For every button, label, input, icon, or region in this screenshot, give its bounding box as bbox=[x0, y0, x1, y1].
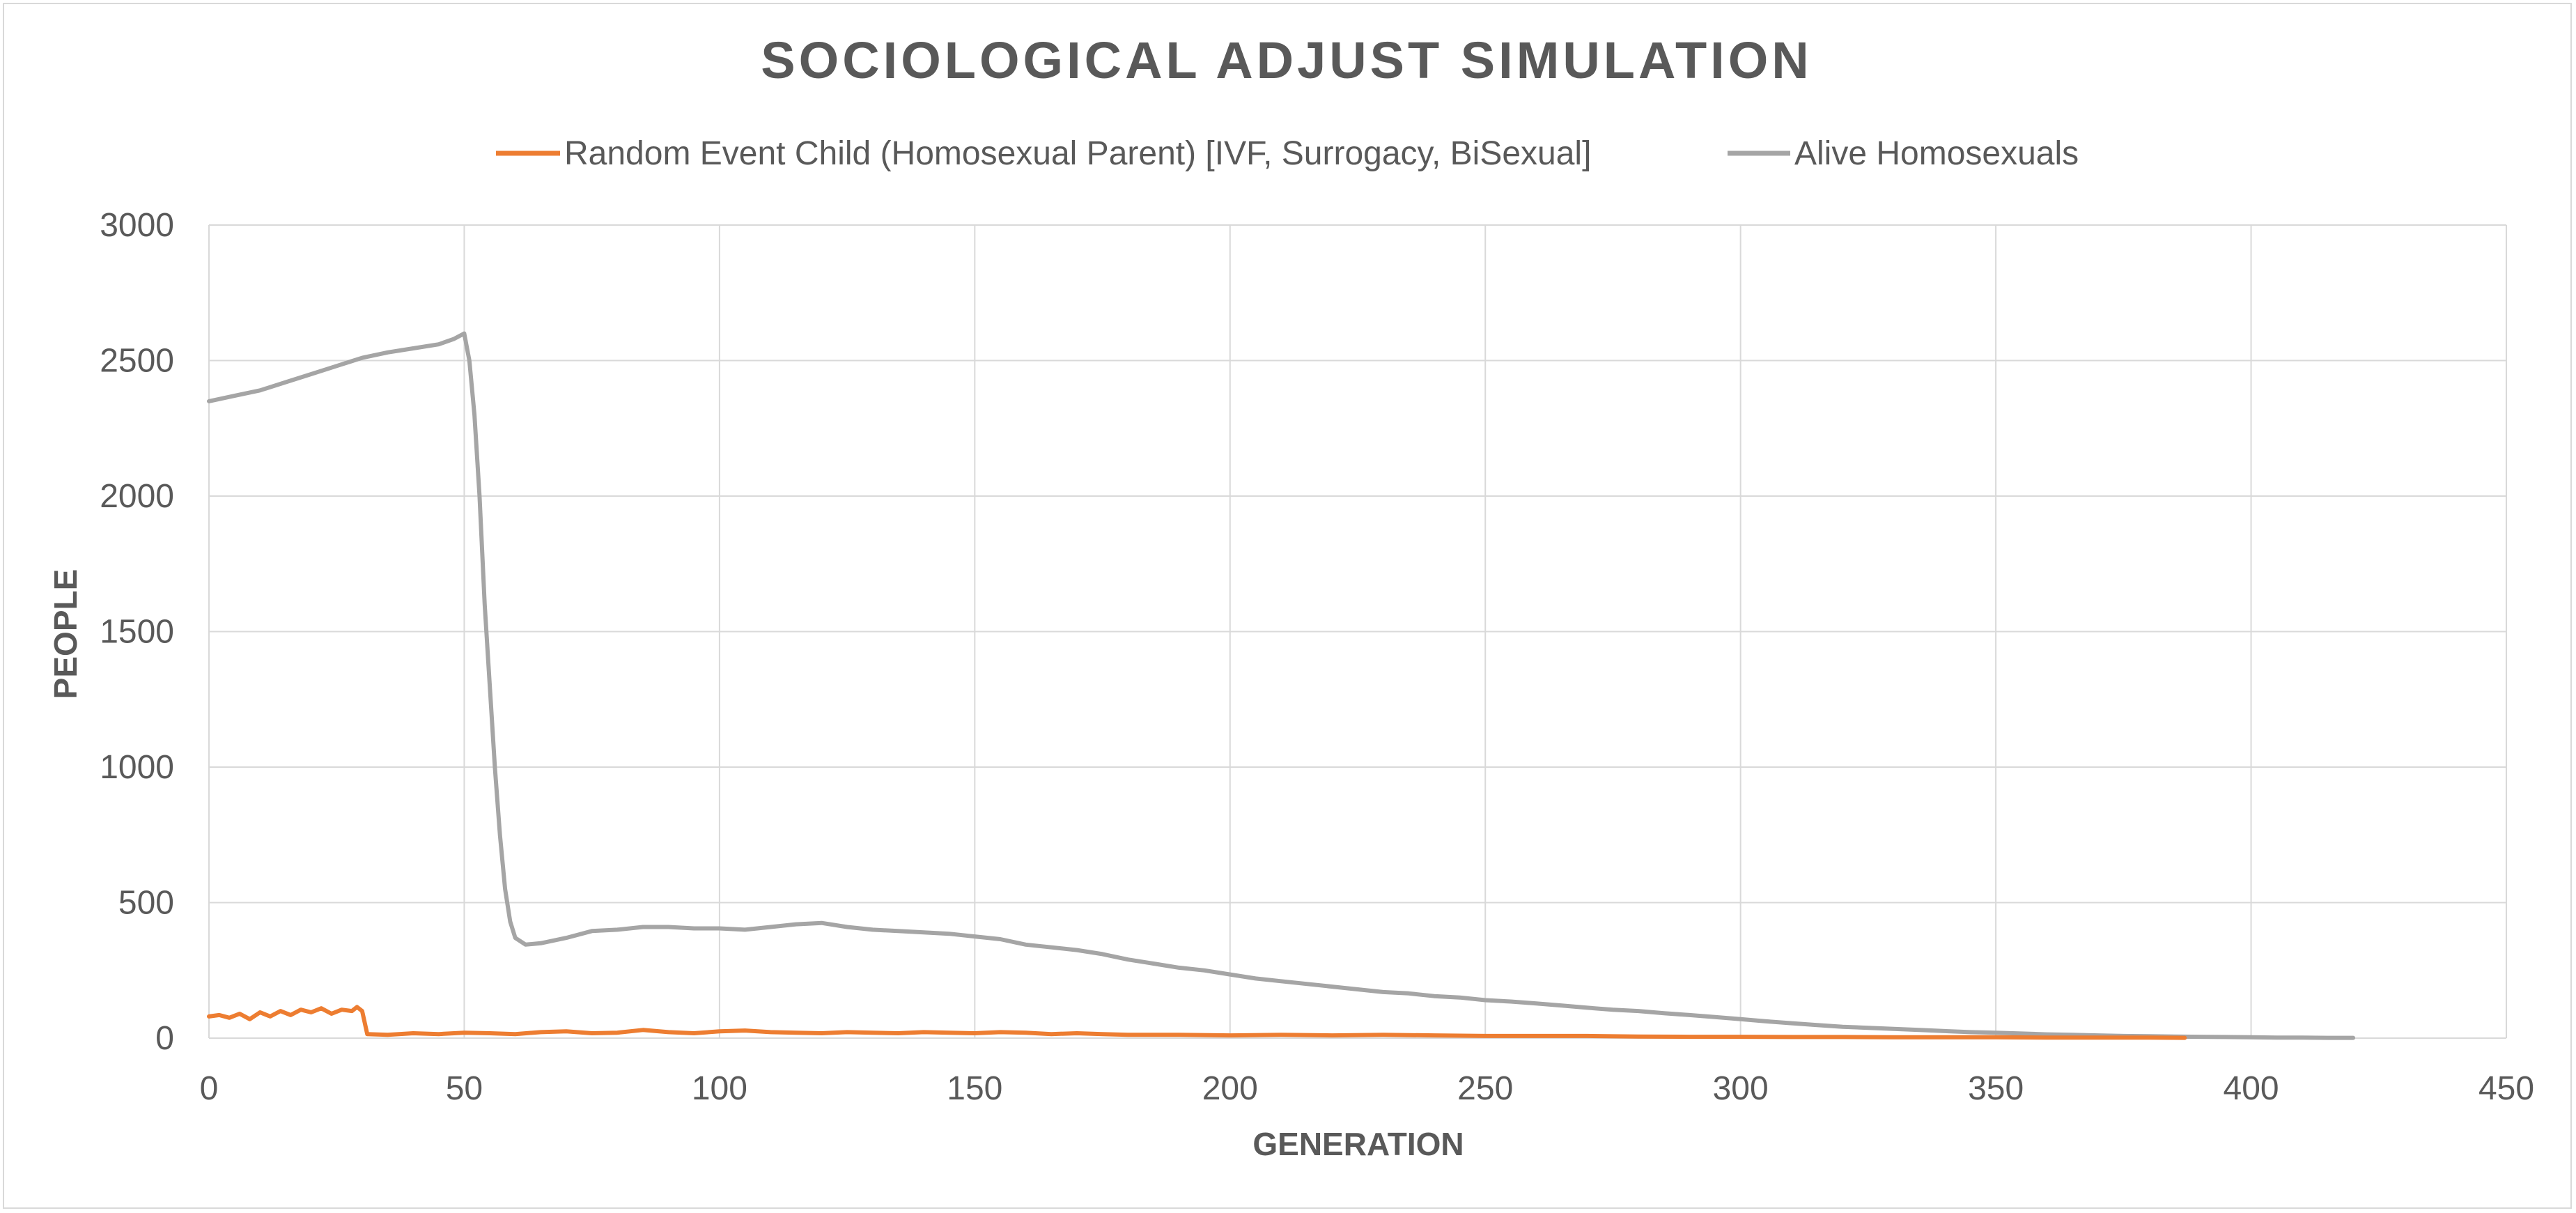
y-axis-tick-labels: 0 500 1000 1500 2000 2500 3000 bbox=[100, 207, 174, 1057]
x-tick-label-50: 50 bbox=[446, 1070, 483, 1107]
y-tick-label-1000: 1000 bbox=[100, 749, 174, 786]
chart-legend: Random Event Child (Homosexual Parent) [… bbox=[496, 135, 2079, 172]
series-line-random-event-child bbox=[207, 1005, 2187, 1040]
plot-area bbox=[207, 224, 2507, 1040]
x-tick-label-350: 350 bbox=[1968, 1070, 2024, 1107]
y-tick-label-500: 500 bbox=[118, 885, 174, 922]
x-axis-tick-labels: 0 50 100 150 200 250 300 350 400 450 bbox=[200, 1070, 2534, 1107]
chart-frame bbox=[3, 3, 2572, 1209]
x-tick-label-300: 300 bbox=[1713, 1070, 1769, 1107]
y-tick-label-2000: 2000 bbox=[100, 478, 174, 515]
x-tick-label-450: 450 bbox=[2478, 1070, 2534, 1107]
x-axis-title: GENERATION bbox=[1252, 1126, 1464, 1162]
series-line-alive-homosexuals bbox=[207, 331, 2356, 1040]
x-tick-label-200: 200 bbox=[1202, 1070, 1258, 1107]
gridlines bbox=[208, 224, 2507, 1039]
legend-label-random-event-child: Random Event Child (Homosexual Parent) [… bbox=[564, 135, 1591, 172]
y-tick-label-0: 0 bbox=[155, 1020, 174, 1057]
chart-title: SOCIOLOGICAL ADJUST SIMULATION bbox=[761, 31, 1812, 89]
x-tick-label-150: 150 bbox=[947, 1070, 1002, 1107]
series-lines bbox=[207, 331, 2356, 1040]
y-axis-title: PEOPLE bbox=[47, 569, 84, 700]
x-tick-label-0: 0 bbox=[200, 1070, 219, 1107]
legend-label-alive-homosexuals: Alive Homosexuals bbox=[1794, 135, 2079, 172]
x-tick-label-400: 400 bbox=[2224, 1070, 2279, 1107]
y-tick-label-3000: 3000 bbox=[100, 207, 174, 244]
x-tick-label-100: 100 bbox=[692, 1070, 747, 1107]
y-tick-label-2500: 2500 bbox=[100, 343, 174, 380]
x-tick-label-250: 250 bbox=[1457, 1070, 1513, 1107]
y-tick-label-1500: 1500 bbox=[100, 614, 174, 651]
